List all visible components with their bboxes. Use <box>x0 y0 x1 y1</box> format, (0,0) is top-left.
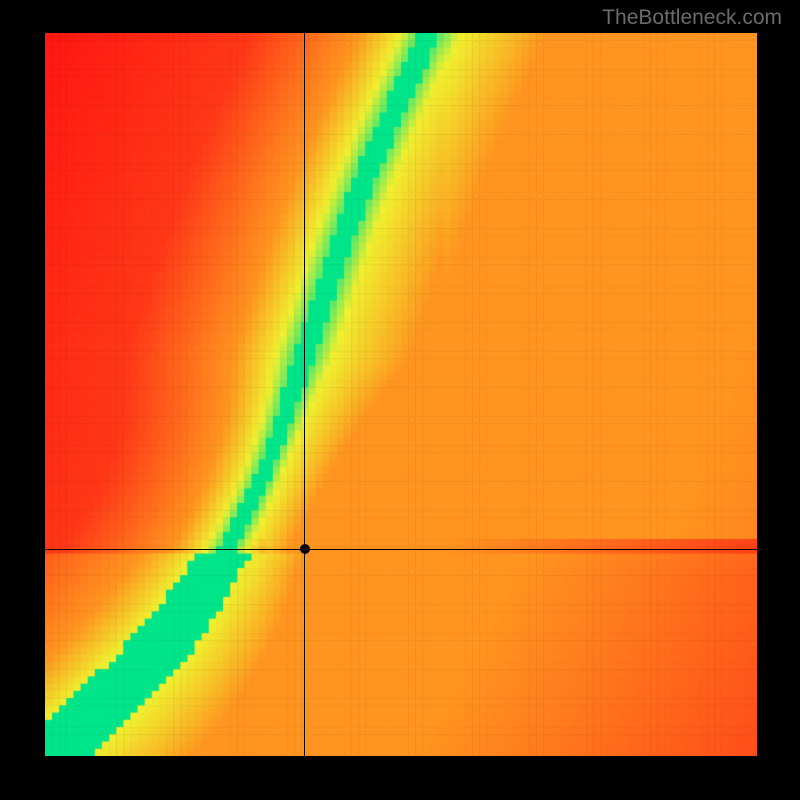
bottleneck-heatmap <box>45 33 757 756</box>
watermark-text: TheBottleneck.com <box>602 6 782 30</box>
crosshair-horizontal <box>45 549 757 550</box>
chart-container: TheBottleneck.com <box>0 0 800 800</box>
crosshair-vertical <box>304 33 305 756</box>
